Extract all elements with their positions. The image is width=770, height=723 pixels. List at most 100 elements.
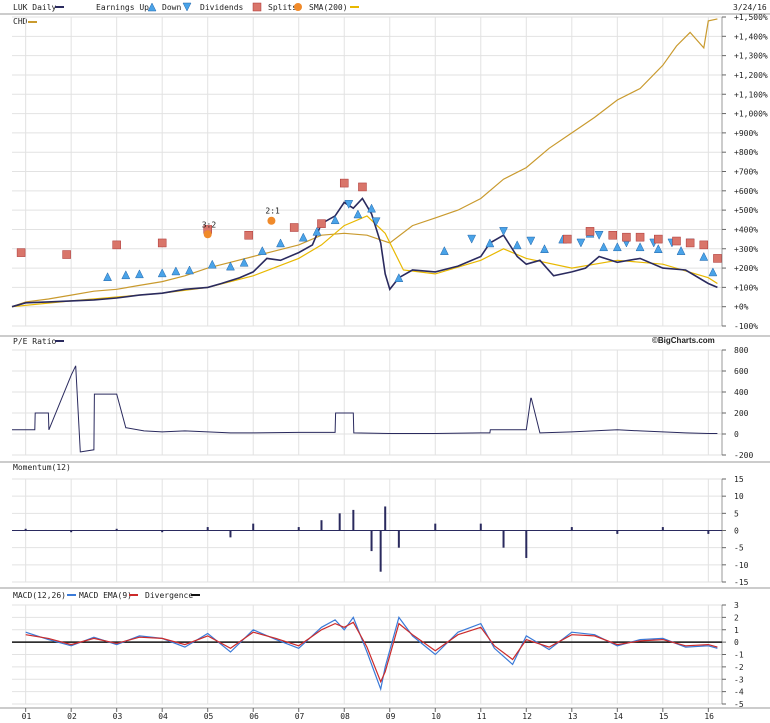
momentum-bar xyxy=(352,509,355,531)
earnings-up-marker xyxy=(439,246,449,255)
dividend-marker xyxy=(244,230,253,240)
earnings-up-marker xyxy=(239,257,249,267)
comparison-label: CHD xyxy=(13,17,28,26)
legend-macd: MACD(12,26) xyxy=(13,591,66,600)
pe-panel: P/E Ratio 800 600 400 200 0 -200 xyxy=(0,335,770,460)
dividend-marker xyxy=(339,178,349,188)
earnings-down-icon xyxy=(182,2,192,12)
panel-title: Momentum(12) xyxy=(13,463,71,472)
y-tick-label: +1,100% xyxy=(734,90,768,99)
pe-swatch xyxy=(55,340,64,342)
macd-panel: MACD(12,26) MACD EMA(9) Divergence 3 2 1 0 -… xyxy=(0,587,770,709)
earnings-up-marker xyxy=(540,244,549,253)
earnings-up-marker xyxy=(185,265,194,275)
y-tick-label: +500% xyxy=(734,206,758,215)
momentum-bar xyxy=(297,527,300,531)
dividend-marker xyxy=(672,236,681,246)
dividend-marker xyxy=(699,240,709,250)
y-tick-label: 600 xyxy=(734,367,749,376)
momentum-bar xyxy=(379,530,382,572)
divergence-swatch xyxy=(191,594,200,596)
legend-sma: SMA(200) xyxy=(309,3,348,12)
y-tick-label: 0 xyxy=(734,430,739,439)
momentum-bar xyxy=(616,530,619,534)
earnings-up-icon xyxy=(147,2,157,12)
date-label: 3/24/16 xyxy=(733,3,767,12)
legend-divergence: Divergence xyxy=(145,591,193,600)
earnings-up-marker xyxy=(512,240,522,250)
earnings-up-marker xyxy=(394,273,404,282)
earnings-up-marker xyxy=(257,246,267,255)
x-tick-label: 12 xyxy=(522,712,532,721)
earnings-up-marker xyxy=(676,246,686,255)
momentum-bar xyxy=(570,527,573,531)
y-tick-label: +1,200% xyxy=(734,71,768,80)
momentum-bar xyxy=(479,523,482,531)
macd-y-axis: 3 2 1 0 -1 -2 -3 -4 -5 xyxy=(722,601,744,709)
x-tick-label: 10 xyxy=(431,712,441,721)
x-tick-label: 08 xyxy=(340,712,350,721)
momentum-panel: Momentum(12) 15 10 5 0 -5 -10 -15 xyxy=(0,461,770,587)
dividend-marker xyxy=(685,238,695,248)
y-tick-label: -4 xyxy=(734,688,744,697)
y-tick-label: 10 xyxy=(734,492,744,501)
pe-grid xyxy=(12,349,723,456)
earnings-up-marker xyxy=(157,268,167,278)
y-tick-label: -5 xyxy=(734,544,744,553)
macd-grid xyxy=(12,604,723,705)
dividend-marker xyxy=(713,254,722,263)
earnings-up-marker xyxy=(485,238,495,248)
momentum-bar xyxy=(502,530,505,548)
momentum-bar xyxy=(397,530,400,548)
momentum-bar xyxy=(661,527,664,531)
split-marker xyxy=(267,216,276,225)
y-tick-label: +800% xyxy=(734,148,758,157)
y-tick-label: +1,500% xyxy=(734,13,768,22)
y-tick-label: +900% xyxy=(734,129,758,138)
momentum-bar xyxy=(252,523,255,531)
y-tick-label: 2 xyxy=(734,613,739,622)
price-series xyxy=(11,18,718,308)
earnings-up-marker xyxy=(298,232,308,242)
x-tick-label: 06 xyxy=(249,712,259,721)
split-label: 2:1 xyxy=(265,207,280,216)
earnings-down-marker xyxy=(467,234,477,244)
legend-splits: Splits xyxy=(268,3,297,12)
momentum-y-axis: 15 10 5 0 -5 -10 -15 xyxy=(722,475,749,587)
sma-swatch xyxy=(350,6,359,8)
split-label: 3:2 xyxy=(202,220,217,229)
dividend-icon xyxy=(252,2,262,12)
earnings-up-marker xyxy=(103,272,112,282)
earnings-down-marker xyxy=(594,230,604,240)
price-panel: LUK Daily Earnings Up Down Dividends Spl… xyxy=(0,2,770,345)
momentum-bar xyxy=(24,528,27,531)
y-tick-label: +700% xyxy=(734,168,758,177)
macd-ema-swatch xyxy=(129,594,138,596)
earnings-up-marker xyxy=(367,203,376,213)
price-grid xyxy=(12,16,723,327)
legend-dividends: Dividends xyxy=(200,3,244,12)
dividend-marker xyxy=(112,240,121,250)
y-tick-label: -2 xyxy=(734,663,744,672)
dividend-marker xyxy=(622,232,631,242)
y-tick-label: -15 xyxy=(734,578,749,587)
price-events: 3:2 2:1 xyxy=(16,178,722,282)
x-axis: 01 02 03 04 05 06 07 08 09 10 11 12 13 14 15 16 xyxy=(0,707,770,721)
x-tick-label: 01 xyxy=(22,712,32,721)
y-tick-label: +1,400% xyxy=(734,32,768,41)
panel-title: P/E Ratio xyxy=(13,337,57,346)
dividend-marker xyxy=(608,230,618,240)
x-tick-label: 13 xyxy=(568,712,578,721)
x-tick-label: 04 xyxy=(158,712,168,721)
comparison-swatch xyxy=(28,21,37,23)
x-tick-label: 07 xyxy=(295,712,305,721)
earnings-up-marker xyxy=(121,270,131,280)
earnings-up-marker xyxy=(135,269,144,279)
earnings-down-marker xyxy=(526,236,536,246)
y-tick-label: 15 xyxy=(734,475,744,484)
y-tick-label: +400% xyxy=(734,225,758,234)
y-tick-label: 0 xyxy=(734,527,739,536)
momentum-bar xyxy=(434,523,437,531)
series-line-pe-ratio xyxy=(12,365,718,453)
y-tick-label: -1 xyxy=(734,651,744,660)
